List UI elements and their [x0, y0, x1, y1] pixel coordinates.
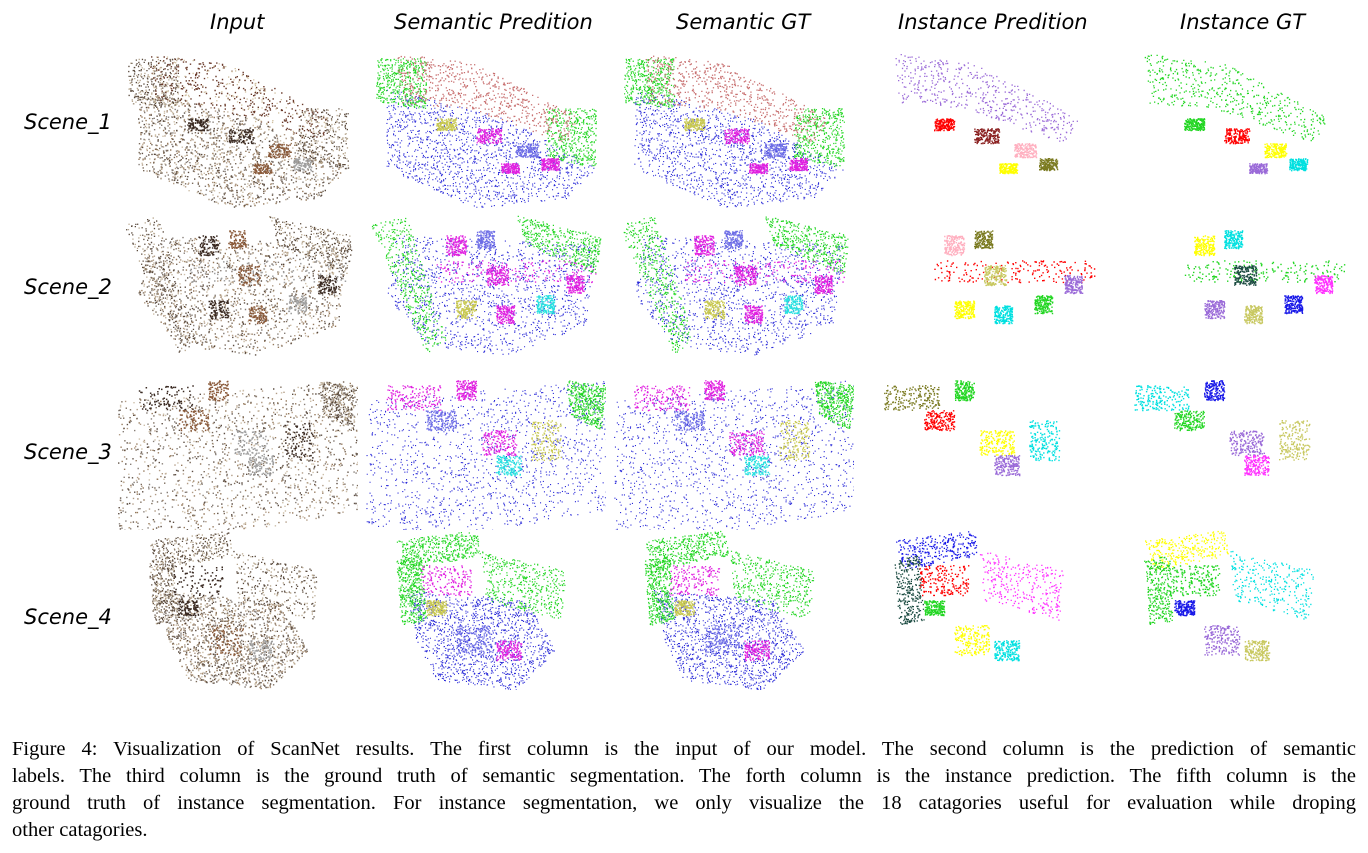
panel-scene-3-instance-gt [1134, 380, 1311, 476]
caption-line-1: Figure 4: Visualization of ScanNet resul… [12, 738, 1356, 760]
column-header-input: Input [210, 10, 265, 34]
row-label-scene-3: Scene_3 [24, 440, 112, 464]
panel-scene-4-instance-gt [1144, 530, 1314, 662]
row-label-scene-2: Scene_2 [24, 275, 112, 299]
column-header-semantic-gt: Semantic GT [676, 10, 811, 34]
panel-scene-3-semantic-gt [614, 380, 854, 530]
panel-scene-3-input-rgb [118, 380, 358, 530]
figure-caption: Figure 4: Visualization of ScanNet resul… [12, 736, 1356, 844]
panel-scene-1-input-rgb [128, 56, 350, 208]
panel-scene-3-instance-pred [884, 380, 1061, 477]
panel-scene-1-instance-gt [1144, 54, 1326, 175]
column-header-semantic-prediction: Semantic Predition [394, 10, 593, 34]
panel-scene-2-input-rgb [126, 216, 353, 356]
panel-scene-2-instance-pred [934, 230, 1096, 325]
column-header-instance-prediction: Instance Predition [898, 10, 1088, 34]
panel-scene-4-semantic-pred [396, 532, 566, 690]
panel-scene-4-semantic-gt [644, 530, 815, 690]
panel-scene-2-semantic-gt [623, 216, 849, 356]
panel-scene-1-semantic-gt [624, 55, 846, 208]
panel-scene-2-semantic-pred [371, 215, 602, 355]
panel-scene-3-semantic-pred [366, 380, 606, 530]
caption-line-3: ground truth of instance segmentation. F… [12, 792, 1356, 814]
panel-scene-1-semantic-pred [376, 55, 597, 208]
panel-scene-4-input-rgb [149, 531, 318, 690]
panel-scene-2-instance-gt [1184, 230, 1346, 325]
caption-line-2: labels. The third column is the ground t… [12, 765, 1356, 787]
row-label-scene-1: Scene_1 [24, 110, 112, 134]
panel-scene-1-instance-pred [895, 54, 1078, 175]
caption-line-4: other catagories. [12, 819, 148, 841]
row-label-scene-4: Scene_4 [24, 605, 112, 629]
column-header-instance-gt: Instance GT [1180, 10, 1306, 34]
panel-scene-4-instance-pred [894, 531, 1064, 662]
